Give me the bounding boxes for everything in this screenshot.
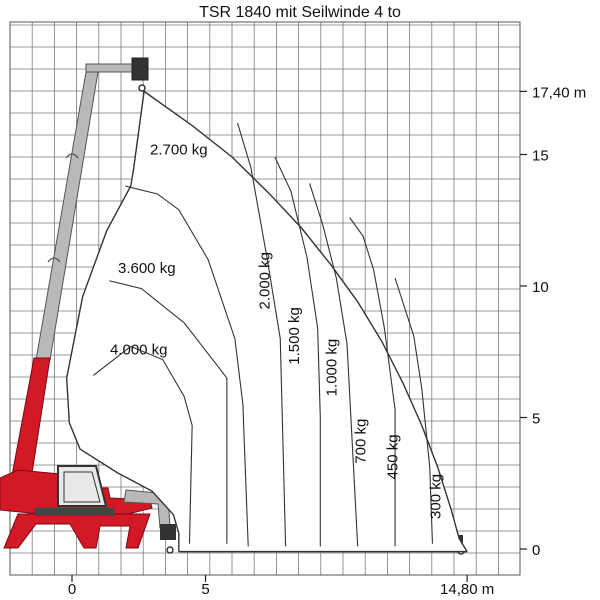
outrigger-feet: [34, 508, 114, 516]
chart-title: TSR 1840 mit Seilwinde 4 to: [199, 4, 401, 21]
x-tick-label: 0: [68, 581, 76, 598]
zone-boundary: [309, 183, 359, 547]
zone-label: 1.500 kg: [286, 307, 303, 365]
x-tick-label: 5: [201, 581, 209, 598]
y-tick-label: 10: [532, 279, 549, 296]
cab-window: [63, 471, 101, 503]
zone-boundary: [237, 122, 287, 547]
outer-envelope-line: [143, 90, 468, 552]
zone-label: 2.700 kg: [150, 142, 208, 159]
zone-boundary: [394, 277, 433, 544]
boom-hook: [138, 84, 146, 92]
zone-boundary: [274, 156, 321, 547]
zone-boundary: [93, 345, 193, 544]
inner-envelope-line: [65, 91, 180, 552]
zone-boundary: [125, 185, 249, 547]
zone-label: 700 kg: [353, 419, 370, 464]
zone-boundary: [109, 280, 228, 544]
zone-label: 3.600 kg: [118, 260, 176, 277]
y-tick-label: 0: [532, 542, 540, 559]
y-tick-label: 5: [532, 411, 540, 428]
boom-hose-1: [47, 257, 61, 263]
boom-tip-arm: [85, 63, 135, 73]
front-winch-head: [160, 524, 176, 540]
x-tick-label: 14,80 m: [440, 581, 494, 598]
boom-head: [131, 57, 149, 81]
zone-label: 2.000 kg: [257, 252, 274, 310]
zone-boundary: [349, 217, 396, 547]
load-envelope: [65, 90, 468, 553]
y-tick-label: 15: [532, 148, 549, 165]
envelope-fill: [66, 91, 468, 552]
crane-cab: [57, 465, 108, 507]
crane-illustration: [0, 57, 465, 555]
zone-label: 450 kg: [385, 434, 402, 479]
outriggers: [3, 513, 151, 549]
plot-frame: [9, 21, 521, 576]
zone-labels: 4.000 kg 3.600 kg 2.700 kg 2.000 kg 1.500 kg…: [110, 142, 444, 519]
zone-label: 4.000 kg: [110, 341, 168, 358]
axes: 0 5 14,80 m 0 5 10 15 17,40 m: [68, 84, 586, 598]
y-tick-label: 17,40 m: [532, 84, 586, 101]
boom-hose-2: [65, 153, 79, 159]
zone-label: 1.000 kg: [323, 339, 340, 397]
zone-label: 300 kg: [427, 474, 444, 519]
front-hook: [166, 546, 174, 554]
